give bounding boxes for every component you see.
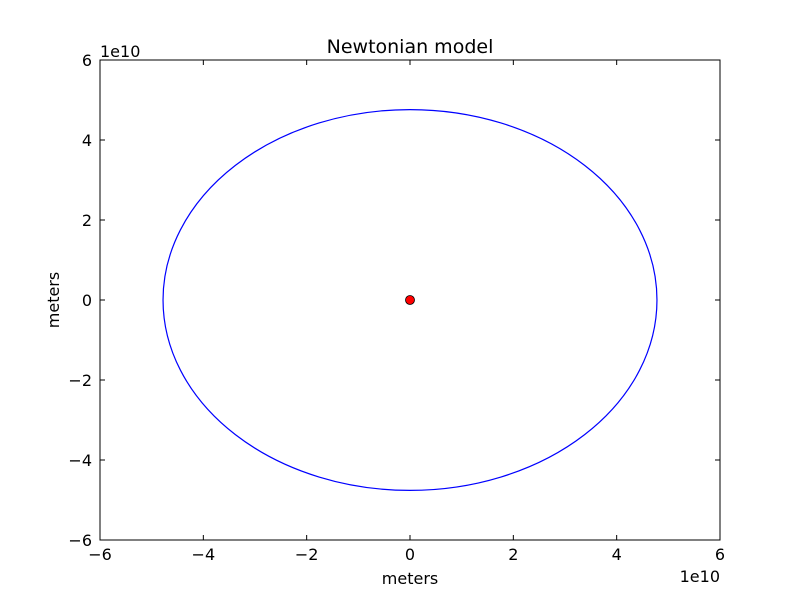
y-offset-label: 1e10 — [100, 42, 140, 61]
y-tick-label: −4 — [68, 451, 92, 470]
x-tick-label: −4 — [192, 545, 216, 564]
y-axis-label: meters — [44, 272, 63, 328]
x-tick-label: 2 — [508, 545, 518, 564]
chart-title: Newtonian model — [327, 36, 494, 58]
plot-area — [162, 109, 658, 491]
plot-frame — [99, 59, 721, 541]
y-tick-label: 4 — [82, 131, 92, 150]
y-tick-label: −6 — [68, 531, 92, 550]
x-tick-label: 6 — [715, 545, 725, 564]
x-offset-label: 1e10 — [680, 567, 720, 586]
y-tick-label: −2 — [68, 371, 92, 390]
y-tick-label: 0 — [82, 291, 92, 310]
x-tick-label: −2 — [295, 545, 319, 564]
x-tick-label: −6 — [88, 545, 112, 564]
central-body-marker — [405, 295, 415, 305]
x-axis-label: meters — [382, 569, 438, 588]
x-tick-label: 4 — [612, 545, 622, 564]
y-tick-label: 2 — [82, 211, 92, 230]
y-tick-label: 6 — [82, 51, 92, 70]
orbit-line — [162, 109, 658, 491]
x-tick-label: 0 — [405, 545, 415, 564]
ticks-layer: −6 −4 −2 0 2 4 6 −6 −4 −2 0 2 4 6 — [68, 51, 725, 564]
